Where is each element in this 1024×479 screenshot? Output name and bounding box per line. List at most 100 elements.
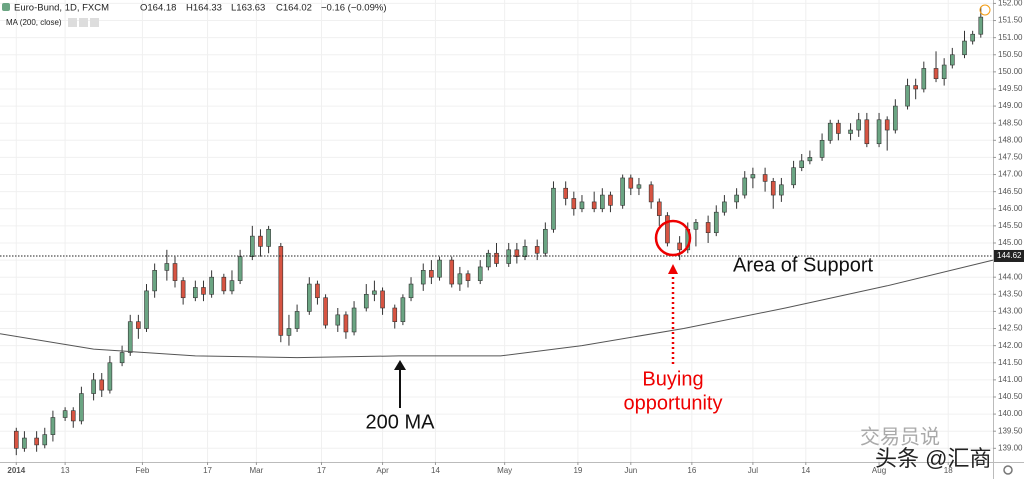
y-tick-label: 151.50 [998,16,1023,25]
candle-body [306,283,312,312]
ma-line [0,259,994,359]
y-tick-label: 146.00 [998,204,1023,213]
candle-body [22,437,27,449]
y-tick-label: 140.00 [998,409,1023,418]
x-tick-label: 2014 [7,466,25,475]
candle-body [70,410,76,422]
candle-body [677,242,682,251]
candle-body [913,85,918,90]
candle-body [848,129,853,134]
candle-body [266,228,271,247]
arrow-head [394,360,406,370]
candle-body [79,393,84,422]
candle-body [636,184,642,189]
candle-body [107,362,113,391]
candle-body [486,252,491,268]
candle-body [250,235,255,257]
candle-body [201,287,206,295]
ohlc-open: O164.18 [140,3,176,14]
candle-body [543,228,548,254]
candle-body [127,321,133,353]
y-tick-label: 150.50 [998,50,1023,59]
candle-body [193,287,198,299]
annotation: 200 MA [366,411,436,433]
watermark: 头条 @汇商 [875,446,991,471]
candle-body [856,119,862,131]
button[interactable] [79,18,88,27]
y-tick-label: 143.50 [998,289,1023,298]
candle-body [620,177,625,206]
y-tick-label: 143.00 [998,307,1023,316]
y-tick-label: 151.00 [998,33,1023,42]
candle-body [258,235,263,247]
x-tick-label: 16 [687,466,696,475]
candle-body [294,311,300,329]
candle-body [465,273,471,281]
candle-body [420,270,426,285]
button[interactable] [68,18,77,27]
candle-body [600,194,605,210]
x-tick-label: 18 [944,466,953,475]
candle-body [656,201,662,216]
candle-body [962,40,967,56]
y-tick-label: 145.00 [998,238,1023,247]
x-tick-label: 17 [317,466,326,475]
x-tick-label: 14 [431,466,440,475]
y-tick-label: 142.50 [998,324,1023,333]
candle-body [876,119,882,145]
x-tick-label: 13 [61,466,70,475]
candle-body [713,211,719,234]
candle-body [335,314,341,326]
highlight-circle [654,219,692,257]
button[interactable] [90,18,99,27]
ohlc-change: −0.16 (−0.09%) [321,3,387,14]
candle-body [893,105,898,131]
candle-body [941,64,947,80]
candle-body [363,294,369,309]
watermark: 交易员说 [860,425,940,448]
support-label: 144.62 [997,251,1022,260]
candle-body [762,174,768,182]
candle-body [579,201,585,210]
x-tick-label: Mar [249,466,263,475]
y-tick-label: 149.00 [998,101,1023,110]
marks [0,6,994,456]
y-tick-label: 146.50 [998,187,1023,196]
candle-body [457,273,463,285]
candle-body [534,246,540,254]
x-tick-label: 17 [203,466,212,475]
candle-body [807,157,813,162]
candle-body [50,417,56,435]
y-tick-label: 139.50 [998,426,1023,435]
candle-body [665,215,670,244]
candle-body [119,352,125,364]
candle-body [551,187,556,230]
x-tick-label: Apr [376,466,389,475]
candle-body [648,184,654,203]
candle-body [591,201,597,210]
candle-body [380,290,385,309]
support-label-bg [994,249,1024,262]
candle-body [921,68,927,90]
settings-icon[interactable] [1003,465,1013,475]
candle-body [278,246,284,336]
candle-body [372,290,377,295]
candle-body [91,379,96,394]
annotation: Buying [642,368,703,390]
candle-body [164,263,170,271]
ohlc-high: H164.33 [186,3,222,14]
symbol-icon [2,3,10,11]
candle-body [229,280,235,292]
candle-body [351,307,357,333]
alert-icon[interactable] [979,4,991,16]
candle-body [144,290,149,329]
arrow-head [668,264,678,274]
candle-body [905,85,910,107]
x-tick-label: Jun [624,466,637,475]
x-tick-label: 19 [573,466,582,475]
candle-body [494,252,499,264]
legend-buttons [68,18,99,27]
candle-body [99,379,105,391]
chart-title: Euro-Bund, 1D, FXCM [14,3,109,14]
